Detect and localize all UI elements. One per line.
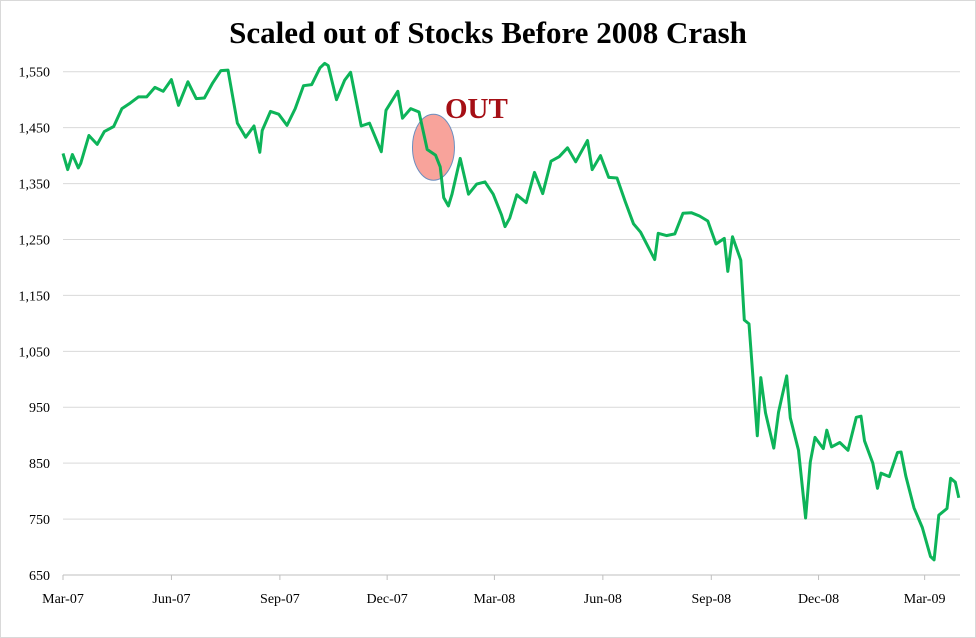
y-axis: 650 750 850 950 1,050 1,150 1,250 1,350 1,450 1,5… xyxy=(19,66,51,584)
x-axis: Mar-07 Jun-07 Sep-07 Dec-07 Mar-08 Jun-08 Sep-… xyxy=(42,575,945,607)
x-tick-label: Jun-08 xyxy=(584,592,622,607)
y-tick-label: 1,050 xyxy=(19,345,51,360)
y-tick-label: 950 xyxy=(29,401,50,416)
gridlines xyxy=(63,71,960,576)
y-tick-label: 1,150 xyxy=(19,289,51,304)
x-tick-label: Dec-07 xyxy=(367,592,408,607)
y-tick-label: 650 xyxy=(29,569,50,584)
y-tick-label: 850 xyxy=(29,457,50,472)
x-tick-label: Mar-08 xyxy=(474,592,516,607)
y-tick-label: 1,250 xyxy=(19,233,51,248)
y-tick-label: 750 xyxy=(29,513,50,528)
x-tick-label: Jun-07 xyxy=(152,592,190,607)
chart-title: Scaled out of Stocks Before 2008 Crash xyxy=(229,15,747,50)
series-line xyxy=(61,61,961,562)
annotation-out-label: OUT xyxy=(445,93,508,125)
x-tick-label: Dec-08 xyxy=(798,592,839,607)
y-tick-label: 1,550 xyxy=(19,66,51,81)
x-tick-label: Mar-09 xyxy=(904,592,946,607)
y-tick-label: 1,350 xyxy=(19,178,51,193)
series-group xyxy=(61,61,961,562)
x-tick-label: Sep-07 xyxy=(260,592,300,607)
x-tick-label: Sep-08 xyxy=(691,592,731,607)
x-tick-label: Mar-07 xyxy=(42,592,84,607)
y-tick-label: 1,450 xyxy=(19,122,51,137)
